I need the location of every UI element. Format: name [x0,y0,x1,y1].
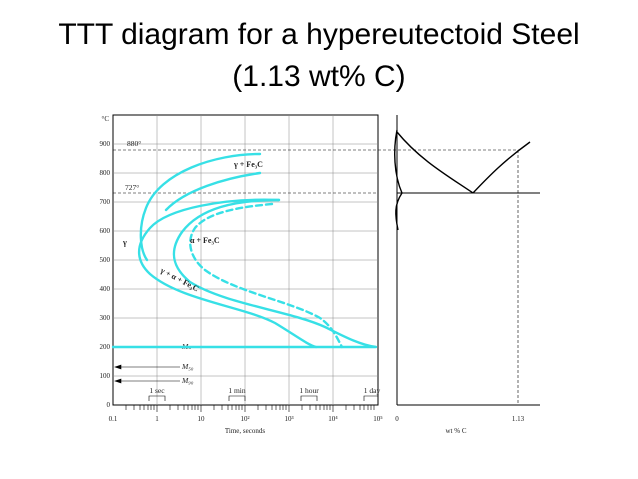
y-tick-label: 700 [100,198,111,206]
y-tick-label: 600 [100,227,111,235]
region-gamma-cementite: γ + Fe₃C [233,160,263,169]
pearlite-50-curve [189,202,344,349]
time-mark-1-hour: 1 hour [299,386,319,395]
proeutectoid-finish-curve [164,171,262,212]
phase-x-tick-label: 1.13 [512,415,525,423]
x-tick-label: 1 [155,415,159,423]
x-tick-label: 10⁴ [328,415,338,423]
pearlite-start-curve [137,198,318,349]
x-tick-label: 10³ [284,415,293,423]
time-mark-1-min: 1 min [228,386,246,395]
temp-label-880: 880° [127,139,141,148]
y-tick-label: 100 [100,372,111,380]
time-mark-1-sec: 1 sec [149,386,165,395]
martensite-arrows [114,364,180,384]
slide-title: TTT diagram for a hypereutectoid Steel (… [0,14,638,98]
y-tick-label: 200 [100,343,111,351]
ttt-y-axis-labels: °C 0 100 200 300 400 500 600 700 800 900 [100,115,111,409]
y-tick-label: 900 [100,140,111,148]
y-tick-label: 500 [100,256,111,264]
x-tick-label: 10² [240,415,249,423]
transformation-curves [111,152,378,349]
x-axis-title: Time, seconds [225,427,265,435]
x-tick-label: 10⁵ [373,415,383,423]
acm-boundary [472,141,531,194]
region-alpha-cementite: α + Fe₃C [190,236,220,245]
ttt-x-minor-ticks [125,405,375,412]
pearlite-finish-curve [172,198,378,349]
a3-boundary [396,131,474,194]
phase-x-axis-title: wt % C [446,427,467,435]
phase-x-axis-labels: 0 1.13 wt % C [395,415,524,435]
time-marker-labels: 1 sec 1 min 1 hour 1 day [149,386,380,395]
ferrite-boundary [394,129,403,231]
time-markers [148,395,379,401]
y-tick-label: 0 [107,401,111,409]
phase-x-tick-label: 0 [395,415,399,423]
proeutectoid-start-curve [139,152,262,262]
region-austenite: γ [122,238,127,247]
x-tick-label: 10 [198,415,206,423]
y-tick-label: 800 [100,169,111,177]
slide-title-line-2: (1.13 wt% C) [232,60,406,93]
x-tick-label: 0.1 [109,415,118,423]
temp-label-727: 727° [125,183,139,192]
time-mark-1-day: 1 day [364,386,381,395]
slide-title-line-1: TTT diagram for a hypereutectoid Steel [58,18,580,51]
y-tick-label: 300 [100,314,111,322]
phase-boundaries [394,129,531,231]
m90-label: M₉₀ [181,376,194,385]
y-unit-label: °C [102,115,110,123]
ttt-x-axis-labels: 0.1 1 10 10² 10³ 10⁴ 10⁵ Time, seconds [109,415,384,435]
martensite-labels: Mₛ M₅₀ M₉₀ [181,342,194,385]
y-tick-label: 400 [100,285,111,293]
m50-label: M₅₀ [181,362,194,371]
